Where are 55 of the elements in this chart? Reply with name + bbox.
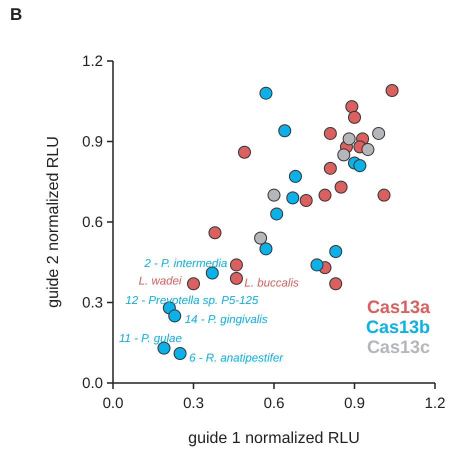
- x-tick-label: 0.0: [102, 395, 124, 412]
- annotation: 2 - P. intermedia: [143, 258, 228, 270]
- annotation: 6 - R. anatipestifer: [189, 352, 284, 364]
- y-axis-title: guide 2 normalized RLU: [45, 136, 62, 308]
- text: Cas13c: [366, 337, 430, 357]
- x-tick-label: 0.9: [344, 395, 365, 412]
- annotation: 14 - P. gingivalis: [184, 314, 268, 326]
- point: [372, 126, 386, 140]
- point: [348, 110, 361, 124]
- point: [334, 180, 348, 194]
- point: [386, 84, 399, 98]
- x-tick-label: 0.3: [183, 395, 204, 412]
- point: [208, 226, 222, 240]
- point: [268, 188, 280, 202]
- point: [310, 258, 324, 272]
- point: [270, 207, 284, 220]
- y-tick-label: 0.9: [82, 134, 103, 150]
- x-tick-label: 0.6: [264, 395, 284, 412]
- point: [288, 170, 302, 183]
- point: [324, 126, 337, 140]
- annotation: 12 - Prevotella sp. P5-125: [125, 294, 259, 307]
- point: [278, 124, 292, 138]
- point: [378, 188, 391, 202]
- point: [337, 148, 350, 162]
- point: [259, 86, 272, 100]
- point: [174, 346, 187, 360]
- x-axis-title: guide 1 normalized RLU: [188, 430, 360, 447]
- series-label: Cas13a: [366, 297, 431, 317]
- point: [238, 146, 251, 159]
- point: [324, 162, 337, 175]
- point: [254, 232, 268, 245]
- y-tick-label: 0.6: [82, 214, 103, 231]
- x-tick-label: 1.2: [424, 395, 446, 412]
- annotation: 11 - P. gulae: [118, 333, 182, 346]
- annotation: L. buccalis: [244, 277, 300, 290]
- point: [329, 277, 342, 290]
- point: [259, 242, 272, 256]
- point: [361, 143, 374, 156]
- point: [353, 159, 366, 172]
- point: [318, 188, 332, 202]
- annotation: L. wadei: [138, 276, 182, 288]
- point: [230, 258, 243, 272]
- point: [342, 132, 356, 146]
- point: [345, 100, 358, 114]
- point: [187, 277, 200, 290]
- text: Cas13b: [366, 317, 430, 337]
- chart-title: B: [10, 5, 22, 24]
- point: [300, 194, 313, 208]
- y-tick-label: 1.2: [82, 53, 103, 70]
- point: [168, 309, 182, 322]
- point: [329, 245, 342, 258]
- y-tick-label: 0.3: [82, 294, 103, 312]
- y-tick-label: 0.0: [82, 375, 103, 392]
- point: [286, 191, 300, 204]
- point: [230, 272, 243, 285]
